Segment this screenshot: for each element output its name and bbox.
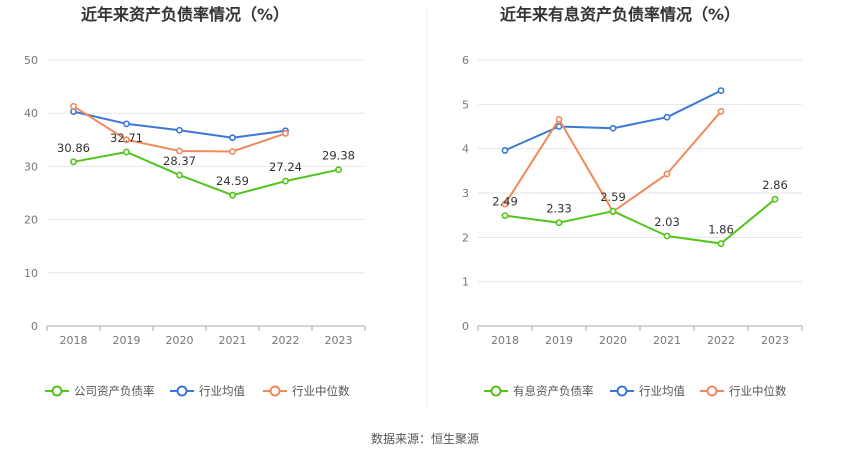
legend-label: 行业中位数 [729, 384, 787, 398]
legend-marker [490, 385, 502, 397]
data-point [663, 232, 671, 240]
legend-marker [706, 385, 718, 397]
y-tick-label: 3 [462, 187, 469, 200]
x-tick-label: 2021 [653, 334, 681, 347]
legend-label: 行业中位数 [292, 384, 350, 398]
y-tick-label: 0 [31, 320, 38, 333]
x-tick-label: 2018 [491, 334, 519, 347]
data-point [176, 147, 183, 155]
data-point [70, 102, 77, 110]
x-tick-label: 2023 [761, 334, 789, 347]
data-point [123, 120, 130, 128]
data-label: 27.24 [269, 160, 302, 174]
data-label: 2.03 [654, 215, 680, 229]
x-tick-label: 2023 [325, 334, 353, 347]
data-point [70, 158, 77, 166]
data-point [609, 124, 617, 132]
data-point [609, 207, 617, 215]
data-label: 1.86 [708, 223, 734, 237]
data-point [229, 134, 236, 142]
data-label: 30.86 [57, 141, 90, 155]
data-label: 2.33 [546, 202, 572, 216]
data-point [717, 108, 725, 115]
source-text: 数据来源：恒生聚源 [371, 431, 479, 446]
series-line [504, 198, 776, 245]
x-tick-label: 2022 [272, 334, 300, 347]
legend-label: 公司资产负债率 [74, 384, 155, 398]
x-tick-label: 2021 [219, 334, 247, 347]
data-point [282, 130, 289, 137]
legend-label: 有息资产负债率 [513, 384, 594, 398]
legend-marker [269, 385, 281, 397]
data-point [123, 136, 130, 144]
data-label: 32.71 [110, 131, 143, 145]
y-tick-label: 50 [24, 54, 38, 67]
x-tick-label: 2018 [60, 334, 88, 347]
data-label: 2.49 [492, 195, 518, 209]
legend-label: 行业均值 [199, 384, 245, 398]
data-label: 2.86 [762, 178, 788, 192]
y-tick-label: 1 [462, 276, 469, 289]
data-label: 24.59 [216, 174, 249, 188]
y-tick-label: 4 [462, 143, 469, 156]
data-point [555, 219, 563, 227]
series-line [73, 110, 286, 139]
data-point [123, 148, 130, 156]
y-tick-label: 40 [24, 107, 38, 120]
x-tick-label: 2019 [113, 334, 141, 347]
data-point [282, 177, 289, 185]
x-tick-label: 2020 [599, 334, 627, 347]
data-label: 29.38 [322, 149, 355, 163]
legend-marker [176, 385, 188, 397]
series-line [504, 89, 722, 152]
legend-marker [51, 385, 63, 397]
y-tick-label: 6 [462, 54, 469, 67]
chart-2: 近年来有息资产负债率情况（%） 0 1 2 3 4 5 6 2018 2019 2020 2021 20… [462, 5, 803, 398]
chart-title: 近年来有息资产负债率情况（%） [500, 5, 740, 24]
data-point [501, 212, 509, 220]
data-point [501, 147, 509, 154]
data-point [663, 113, 671, 121]
y-tick-label: 30 [24, 160, 38, 173]
data-label: 28.37 [163, 154, 196, 168]
data-point [717, 240, 725, 247]
legend-marker [616, 385, 628, 397]
data-point [335, 166, 342, 174]
data-label: 2.59 [600, 190, 626, 204]
y-tick-label: 10 [24, 267, 38, 280]
data-point [771, 195, 779, 203]
data-point [717, 87, 725, 94]
data-point [663, 170, 671, 178]
x-tick-label: 2022 [707, 334, 735, 347]
chart-1: 近年来资产负债率情况（%） 0 10 20 30 40 50 2018 2019 2020 2021… [24, 5, 366, 398]
y-tick-label: 2 [462, 231, 469, 244]
x-tick-label: 2020 [166, 334, 194, 347]
chart-title: 近年来资产负债率情况（%） [81, 5, 289, 24]
data-point [176, 171, 183, 179]
x-tick-label: 2019 [545, 334, 573, 347]
data-point [229, 148, 236, 155]
data-point [176, 126, 183, 134]
legend-label: 行业均值 [639, 384, 685, 398]
y-tick-label: 5 [462, 98, 469, 111]
data-point [501, 200, 509, 208]
y-tick-label: 20 [24, 214, 38, 227]
data-point [555, 116, 563, 123]
data-point [555, 123, 563, 130]
data-point [70, 108, 77, 116]
y-tick-label: 0 [462, 320, 469, 333]
data-point [229, 191, 236, 199]
series-line [73, 151, 339, 197]
